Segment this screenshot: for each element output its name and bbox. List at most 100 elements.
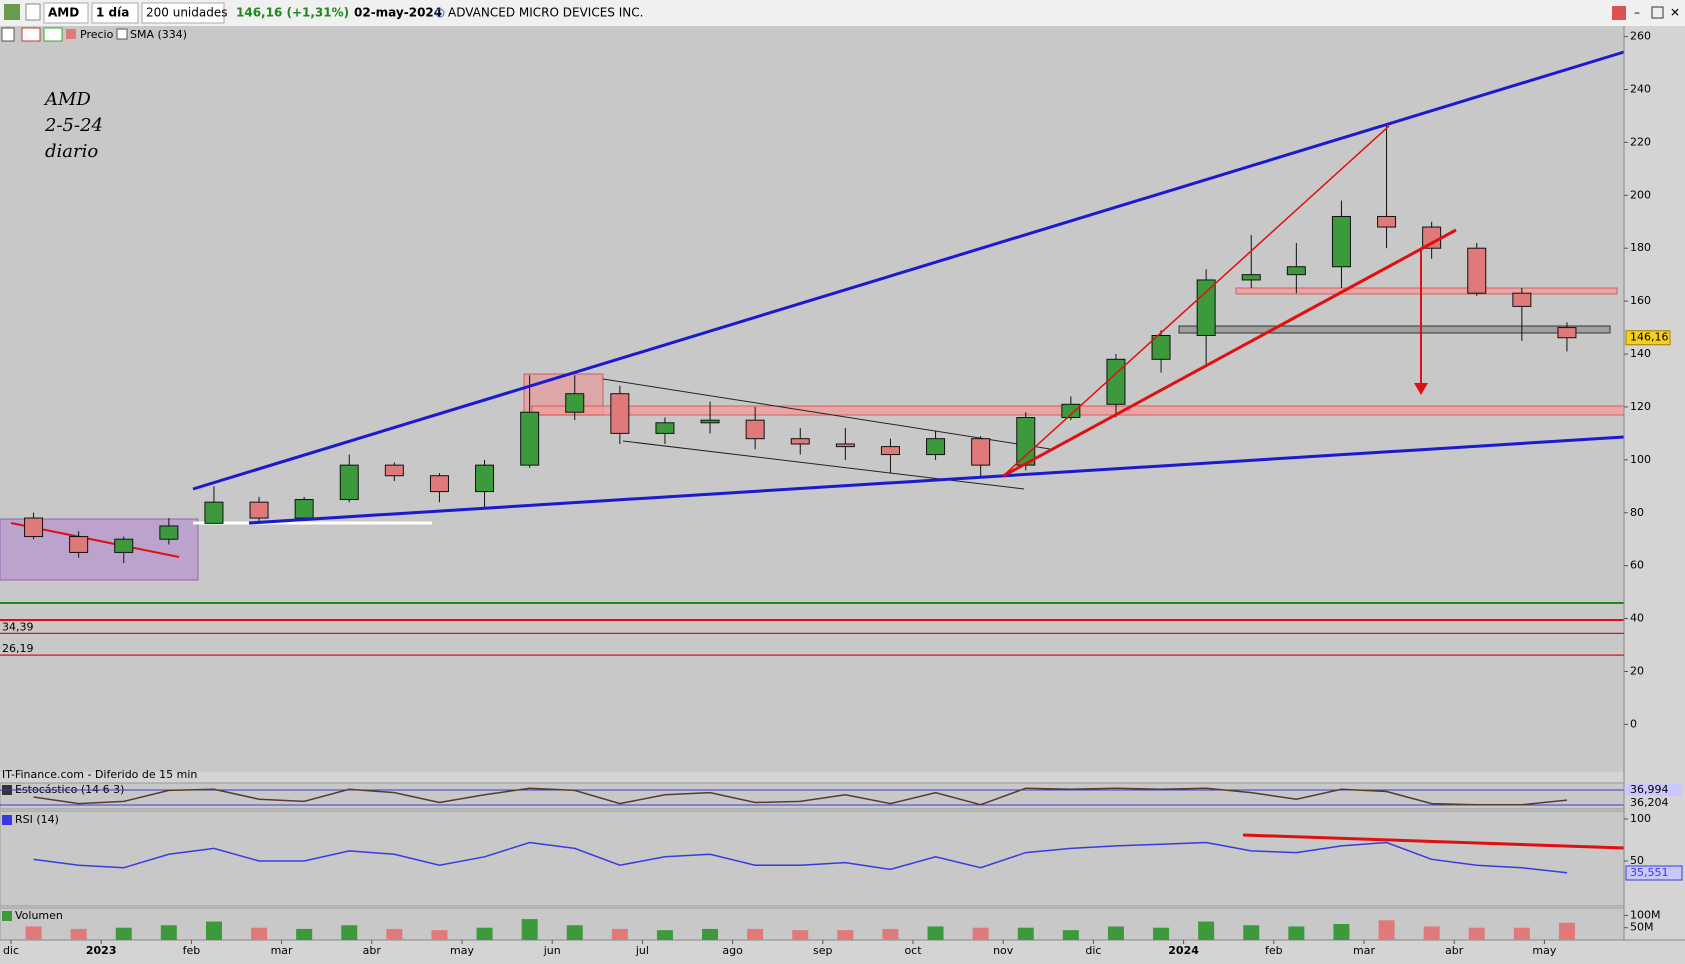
x-tick-label: may [450,944,474,957]
candle-body [114,538,134,553]
candle-body [1286,266,1306,276]
readout-box [1625,865,1683,881]
candles [24,123,1577,564]
maximize-button[interactable] [1651,6,1664,19]
y-tick-label: 40 [1630,612,1644,625]
volume-bar [521,919,538,940]
volume-title: Volumen [15,909,63,922]
volume-bar [927,926,944,940]
volume-bar [1513,927,1530,940]
chart-icon[interactable] [4,4,20,20]
candle-body [204,501,224,524]
annotation: 2-5-24 [44,115,103,136]
y-tick-label: 140 [1630,347,1651,360]
candle-body [69,536,89,553]
candle-body [384,464,404,477]
x-tick-label: dic [3,944,19,957]
export-button[interactable] [43,27,63,42]
candle-body [610,393,630,434]
candle-body [339,464,359,501]
y-tick-label: 220 [1630,135,1651,148]
volume-bar [1378,920,1395,940]
annotation: AMD [43,89,91,110]
link-icon[interactable] [25,3,41,21]
x-tick-label: nov [993,944,1014,957]
volume-bar [882,928,899,940]
x-tick-label: mar [271,944,293,957]
zone-band [1178,325,1611,334]
minimize-button[interactable]: – [1634,6,1640,20]
volume-bar [1423,926,1440,940]
stochastic-line [33,787,1568,806]
close-button[interactable]: ✕ [1670,6,1680,20]
rsi-line [33,841,1568,874]
volume-swatch [2,911,12,921]
readout-box [1626,784,1682,796]
rsi-pane [0,810,1625,907]
volume-bar [1198,921,1215,940]
x-tick-label: sep [813,944,832,957]
rsi-tick-label: 100 [1630,812,1651,825]
x-tick-label: mar [1353,944,1375,957]
y-tick-label: 60 [1630,559,1644,572]
units: 200 unidades [146,6,228,20]
trend-line [248,435,1625,525]
rsi-readout: 35,551 [1630,866,1669,879]
candle-body [655,422,675,434]
volume-bar [1062,930,1079,940]
candle-body [700,419,720,424]
target-arrow-head [1414,383,1428,395]
volume-bar [1558,922,1575,940]
candle-body [24,517,44,538]
remove-button[interactable] [21,27,41,42]
stochastic-readout: 36,994 [1630,783,1669,796]
x-tick-label: abr [363,944,382,957]
y-tick-label: 160 [1630,294,1651,307]
candle-body [429,475,449,493]
last-price-label: 146,16 [1630,331,1669,344]
candle-body [1512,292,1532,307]
volume-bar [25,926,42,940]
date: 02-may-2024 [354,6,442,20]
level-label: 26,19 [2,642,34,655]
y-tick-label: 20 [1630,664,1644,677]
y-tick-label: 200 [1630,188,1651,201]
legend-sma: SMA (334) [130,28,187,41]
quote: 146,16 (+1,31%) [236,6,349,20]
level-label: 34,39 [2,620,34,633]
volume-tick-label: 50M [1630,921,1654,934]
candle-body [1016,417,1036,466]
units-box[interactable] [141,2,225,24]
trend-line [1002,228,1457,478]
channel-line [622,440,1025,490]
toolbar [0,0,1685,26]
y-tick-label: 0 [1630,717,1637,730]
symbol-box[interactable] [43,2,89,24]
x-tick-label: jun [543,944,561,957]
last-price-box [1625,330,1671,346]
y-tick-label: 100 [1630,453,1651,466]
volume-bar [1288,926,1305,940]
volume-bar [1333,924,1350,940]
company-name: ADVANCED MICRO DEVICES INC. [448,6,643,20]
rsi-tick-label: 50 [1630,854,1644,867]
trend-line [192,50,1625,491]
candle-body [880,446,900,456]
volume-bar [1153,927,1170,940]
candle-body [790,438,810,445]
x-tick-label: feb [183,944,201,957]
candle-body [1061,403,1081,419]
interval-box[interactable] [91,2,139,24]
volume-bar [160,925,177,940]
refresh-button[interactable] [1612,6,1626,20]
candle-body [1241,274,1261,281]
candle-body [1151,335,1171,360]
candle-body [926,438,946,456]
volume-bar [656,930,673,940]
x-tick-label: 2024 [1168,944,1199,957]
price-pane [0,26,1624,772]
add-button[interactable] [1,27,15,42]
volume-bar [341,925,358,940]
volume-bar [1107,926,1124,940]
